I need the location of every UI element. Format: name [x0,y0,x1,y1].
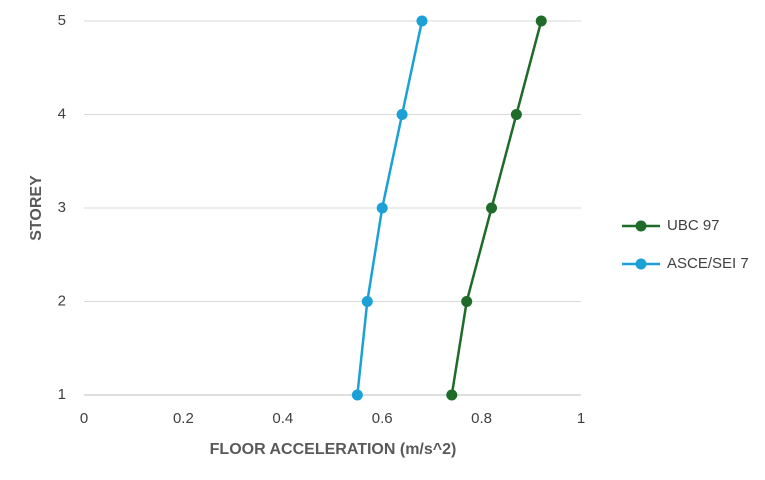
legend-marker [635,220,647,232]
x-tick-label: 0.4 [272,410,293,427]
data-point [376,202,388,214]
y-axis-title: STOREY [28,175,45,241]
data-point [396,109,408,120]
y-tick-label: 4 [58,105,66,122]
x-tick-label: 1 [577,410,585,427]
y-tick-label: 1 [58,386,66,403]
y-tick-label: 5 [58,12,66,29]
data-point [510,109,522,120]
data-point [535,15,547,27]
legend-marker [635,258,647,270]
y-tick-label: 3 [58,199,66,216]
legend-label: ASCE/SEI 7 [667,255,749,272]
x-tick-label: 0.8 [471,410,492,427]
x-tick-label: 0 [80,410,88,427]
data-point [351,389,363,401]
x-tick-label: 0.6 [372,410,393,427]
data-point [461,296,473,307]
legend-label: UBC 97 [667,217,720,234]
data-point [416,15,428,27]
data-point [486,202,498,214]
y-tick-label: 2 [58,292,66,309]
data-point [361,296,373,307]
data-point [446,389,458,401]
x-tick-label: 0.2 [173,410,194,427]
x-axis-title: FLOOR ACCELERATION (m/s^2) [210,441,457,458]
